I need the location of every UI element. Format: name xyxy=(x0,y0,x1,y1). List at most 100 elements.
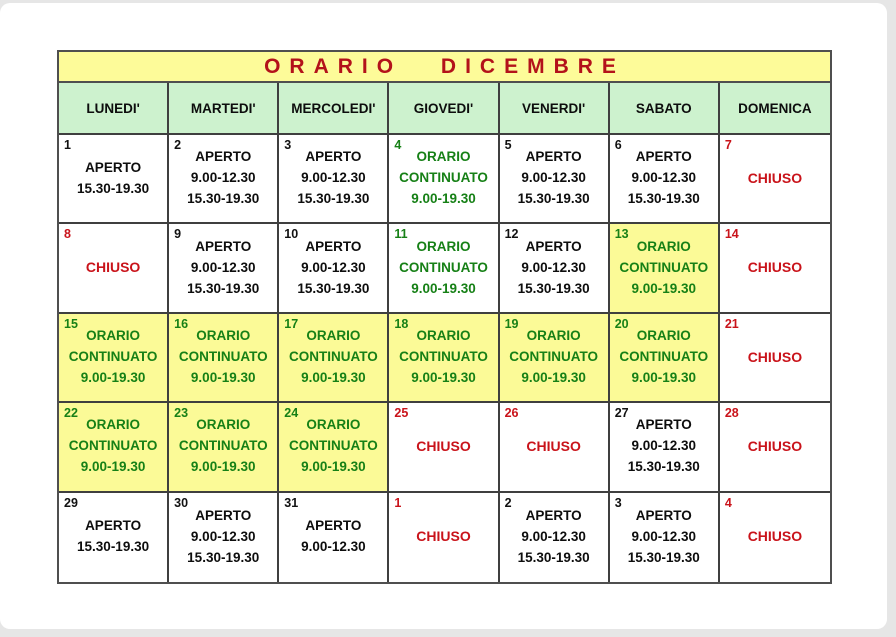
schedule-line: ORARIO xyxy=(86,328,141,344)
weekday-header-thursday: GIOVEDI' xyxy=(389,83,500,135)
schedule-line: CHIUSO xyxy=(85,259,141,276)
day-number: 1 xyxy=(64,138,71,152)
december-schedule-calendar: ORARIO DICEMBRE LUNEDI' MARTEDI' MERCOLE… xyxy=(57,50,832,584)
schedule-lines: APERTO 9.00-12.30 15.30-19.30 xyxy=(169,135,277,222)
schedule-lines: CHIUSO xyxy=(389,403,497,490)
schedule-line: CHIUSO xyxy=(747,169,803,186)
day-cell-w4-23: 23 ORARIO CONTINUATO 9.00-19.30 xyxy=(169,403,280,493)
day-cell-w3-17: 17 ORARIO CONTINUATO 9.00-19.30 xyxy=(279,313,390,404)
schedule-lines: ORARIO CONTINUATO 9.00-19.30 xyxy=(279,403,387,490)
schedule-line: APERTO xyxy=(305,238,362,254)
day-cell-w3-20: 20 ORARIO CONTINUATO 9.00-19.30 xyxy=(609,313,720,404)
schedule-line: 9.00-12.30 xyxy=(301,539,366,555)
schedule-lines: ORARIO CONTINUATO 9.00-19.30 xyxy=(389,314,497,401)
schedule-line: CONTINUATO xyxy=(619,259,709,275)
day-number: 5 xyxy=(504,138,512,152)
day-number: 24 xyxy=(284,406,299,421)
schedule-lines: ORARIO CONTINUATO 9.00-19.30 xyxy=(389,224,497,311)
day-number: 30 xyxy=(174,495,189,510)
day-cell-w2-14: 14 CHIUSO xyxy=(719,224,830,314)
day-number: 31 xyxy=(284,495,299,510)
day-number: 13 xyxy=(614,227,629,242)
day-number: 27 xyxy=(614,406,629,421)
schedule-lines: APERTO 9.00-12.30 15.30-19.30 xyxy=(500,493,608,582)
day-cell-w1-4: 4 ORARIO CONTINUATO 9.00-19.30 xyxy=(389,135,500,225)
day-cell-w4-26: 26 CHIUSO xyxy=(499,403,610,493)
schedule-line: ORARIO xyxy=(196,328,251,344)
schedule-line: CHIUSO xyxy=(747,259,803,276)
schedule-line: CONTINUATO xyxy=(288,438,378,454)
day-number: 16 xyxy=(174,316,189,331)
schedule-line: CHIUSO xyxy=(747,438,803,455)
schedule-lines: ORARIO CONTINUATO 9.00-19.30 xyxy=(279,314,387,401)
day-number: 18 xyxy=(394,316,409,331)
schedule-lines: APERTO 9.00-12.30 15.30-19.30 xyxy=(500,135,608,222)
schedule-lines: ORARIO CONTINUATO 9.00-19.30 xyxy=(169,403,277,490)
schedule-line: APERTO xyxy=(195,149,252,165)
schedule-lines: APERTO 15.30-19.30 xyxy=(59,135,167,222)
schedule-lines: APERTO 9.00-12.30 15.30-19.30 xyxy=(169,224,277,311)
schedule-lines: CHIUSO xyxy=(59,224,167,311)
day-cell-w2-10: 10 APERTO 9.00-12.30 15.30-19.30 xyxy=(279,224,390,314)
day-cell-w1-6: 6 APERTO 9.00-12.30 15.30-19.30 xyxy=(609,135,720,225)
day-cell-w5-2: 2 APERTO 9.00-12.30 15.30-19.30 xyxy=(499,492,610,582)
schedule-line: CHIUSO xyxy=(747,348,803,365)
weekday-header-sunday: DOMENICA xyxy=(719,83,830,135)
schedule-lines: APERTO 9.00-12.30 xyxy=(279,493,387,582)
day-number: 20 xyxy=(614,316,629,331)
schedule-line: ORARIO xyxy=(416,238,471,254)
day-cell-w1-1: 1 APERTO 15.30-19.30 xyxy=(59,135,170,225)
day-cell-w4-22: 22 ORARIO CONTINUATO 9.00-19.30 xyxy=(59,403,170,493)
weekday-header-wednesday: MERCOLEDI' xyxy=(279,83,390,135)
schedule-lines: ORARIO CONTINUATO 9.00-19.30 xyxy=(500,314,608,401)
schedule-line: APERTO xyxy=(525,149,582,165)
schedule-line: ORARIO xyxy=(636,328,691,344)
schedule-line: ORARIO xyxy=(416,328,471,344)
schedule-line: 9.00-12.30 xyxy=(631,170,697,186)
weekday-header-saturday: SABATO xyxy=(609,83,720,135)
calendar-title: ORARIO DICEMBRE xyxy=(59,52,830,83)
schedule-lines: ORARIO CONTINUATO 9.00-19.30 xyxy=(59,403,167,490)
schedule-line: CONTINUATO xyxy=(509,349,598,365)
day-number: 19 xyxy=(504,316,519,331)
day-cell-w3-19: 19 ORARIO CONTINUATO 9.00-19.30 xyxy=(499,313,610,404)
schedule-lines: ORARIO CONTINUATO 9.00-19.30 xyxy=(389,135,497,222)
schedule-line: 15.30-19.30 xyxy=(627,459,700,475)
schedule-line: APERTO xyxy=(305,149,362,165)
schedule-lines: ORARIO CONTINUATO 9.00-19.30 xyxy=(610,224,718,311)
day-number: 12 xyxy=(504,227,519,242)
schedule-lines: CHIUSO xyxy=(500,403,608,490)
schedule-line: APERTO xyxy=(525,507,582,523)
day-cell-w3-21: 21 CHIUSO xyxy=(719,313,830,404)
day-cell-w3-16: 16 ORARIO CONTINUATO 9.00-19.30 xyxy=(169,313,280,404)
schedule-line: 15.30-19.30 xyxy=(187,191,260,207)
schedule-line: 9.00-12.30 xyxy=(521,528,586,544)
day-cell-w1-7: 7 CHIUSO xyxy=(719,135,830,225)
day-number: 2 xyxy=(504,495,512,510)
schedule-line: 9.00-12.30 xyxy=(301,170,366,186)
day-cell-w5-30: 30 APERTO 9.00-12.30 15.30-19.30 xyxy=(169,492,280,582)
schedule-line: 9.00-19.30 xyxy=(411,280,476,296)
day-cell-w5-31: 31 APERTO 9.00-12.30 xyxy=(279,492,390,582)
day-cell-w4-27: 27 APERTO 9.00-12.30 15.30-19.30 xyxy=(609,403,720,493)
day-cell-w5-1: 1 CHIUSO xyxy=(389,492,500,582)
day-cell-w4-25: 25 CHIUSO xyxy=(389,403,500,493)
schedule-line: 15.30-19.30 xyxy=(297,191,370,207)
day-number: 6 xyxy=(614,138,622,152)
day-number: 8 xyxy=(64,227,71,242)
schedule-line: 9.00-12.30 xyxy=(301,259,366,275)
schedule-line: APERTO xyxy=(525,238,582,254)
day-number: 11 xyxy=(394,227,408,242)
day-cell-w2-13: 13 ORARIO CONTINUATO 9.00-19.30 xyxy=(609,224,720,314)
schedule-line: 9.00-12.30 xyxy=(521,170,586,186)
schedule-line: CHIUSO xyxy=(747,528,803,545)
schedule-line: 9.00-19.30 xyxy=(521,369,586,385)
schedule-line: 15.30-19.30 xyxy=(77,180,150,196)
schedule-line: APERTO xyxy=(195,507,252,523)
schedule-line: 15.30-19.30 xyxy=(187,549,260,565)
schedule-lines: APERTO 9.00-12.30 15.30-19.30 xyxy=(169,493,277,582)
schedule-line: CONTINUATO xyxy=(399,349,488,365)
schedule-line: CONTINUATO xyxy=(619,349,709,365)
day-number: 3 xyxy=(614,495,622,510)
schedule-line: CONTINUATO xyxy=(68,438,158,454)
